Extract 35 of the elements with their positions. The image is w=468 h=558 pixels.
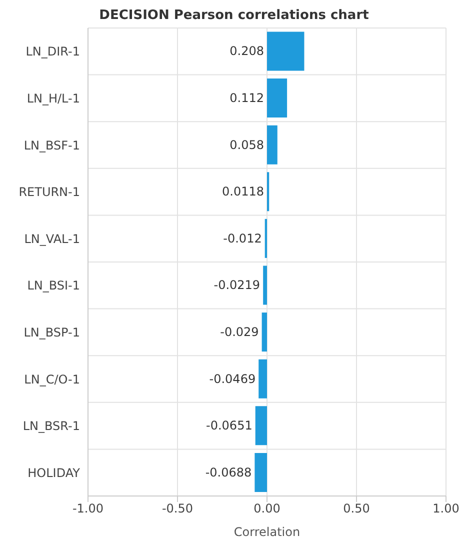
bar	[267, 32, 304, 71]
y-tick-label: LN_BSP-1	[24, 325, 80, 340]
x-tick-label: 0.00	[254, 502, 280, 516]
y-tick-label: LN_DIR-1	[26, 44, 80, 59]
y-tick-label: RETURN-1	[18, 185, 80, 200]
y-tick-label: LN_C/O-1	[24, 372, 80, 386]
data-label: 0.208	[230, 44, 264, 58]
x-tick-label: 0.50	[343, 502, 370, 516]
data-label: -0.0219	[214, 278, 260, 292]
data-label: -0.012	[223, 231, 262, 246]
bar	[258, 359, 267, 398]
x-tick-label: -1.00	[72, 502, 104, 516]
y-tick-label: LN_BSR-1	[22, 419, 80, 434]
data-label: 0.112	[230, 91, 264, 106]
bar	[263, 266, 267, 305]
y-tick-label: LN_H/L-1	[26, 91, 80, 106]
data-label: -0.0688	[205, 465, 252, 480]
y-tick-label: HOLIDAY	[28, 466, 81, 480]
data-label: -0.029	[220, 325, 259, 340]
data-label: -0.0469	[209, 372, 256, 386]
bar	[262, 312, 267, 352]
bar	[254, 452, 267, 492]
data-label: -0.0651	[206, 418, 252, 433]
bar	[255, 406, 267, 446]
chart-title: DECISION Pearson correlations chart	[98, 8, 370, 25]
bar	[267, 78, 288, 118]
x-tick-label: 1.00	[432, 502, 460, 516]
y-tick-label: LN_BSF-1	[24, 138, 80, 152]
data-label: 0.058	[230, 138, 264, 152]
data-label: 0.0118	[222, 184, 264, 199]
x-tick-label: -0.50	[162, 502, 194, 516]
y-tick-label: LN_VAL-1	[24, 232, 80, 246]
bar	[267, 125, 278, 164]
y-tick-label: LN_BSI-1	[27, 278, 80, 293]
x-axis-title: Correlation	[234, 525, 300, 539]
